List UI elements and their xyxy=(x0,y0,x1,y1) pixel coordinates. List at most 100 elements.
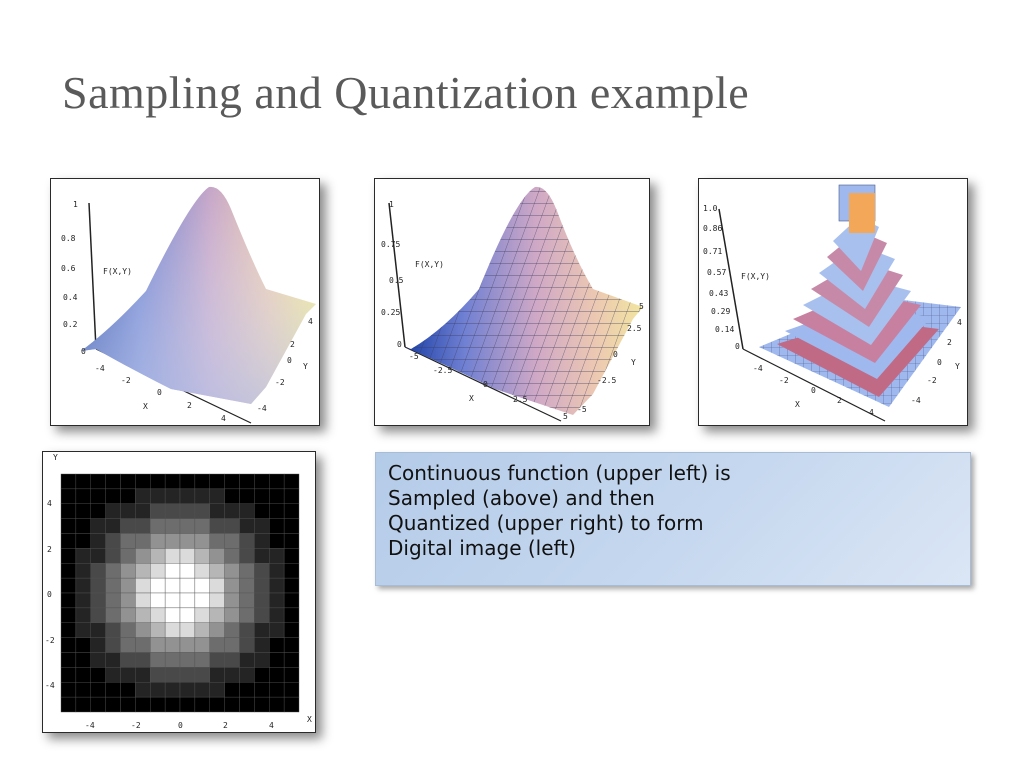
pixel xyxy=(120,503,136,519)
pixel xyxy=(283,637,300,653)
x-tick: -2.5 xyxy=(433,366,452,375)
pixel xyxy=(105,488,121,504)
y-axis-label: Y xyxy=(303,362,308,371)
pixel xyxy=(120,548,136,564)
pixel xyxy=(283,548,300,564)
y-tick: 4 xyxy=(308,317,313,326)
x-tick: 0 xyxy=(157,388,162,397)
pixel xyxy=(150,488,166,504)
pixel xyxy=(60,652,77,668)
pixel xyxy=(135,518,151,534)
pixel xyxy=(239,667,255,683)
pixel xyxy=(90,592,106,609)
pixel xyxy=(224,577,240,594)
pixel xyxy=(179,622,196,638)
pixel xyxy=(254,563,270,579)
y-axis-label: Y xyxy=(631,358,636,367)
x-tick: -5 xyxy=(409,352,419,361)
z-tick: 0 xyxy=(81,347,86,356)
pixel xyxy=(105,563,121,579)
pixel xyxy=(179,652,196,668)
pixel xyxy=(209,518,225,534)
pixel xyxy=(60,577,77,594)
pixel xyxy=(135,652,151,668)
pixel xyxy=(120,667,136,683)
pixel xyxy=(164,607,181,623)
pixel xyxy=(150,473,166,490)
pixel xyxy=(179,607,196,623)
quantized-surface-svg: 1.0 0.86 0.71 0.57 0.43 0.29 0.14 0 F(X,… xyxy=(703,184,962,422)
z-tick: 0.4 xyxy=(63,293,78,302)
pixel xyxy=(209,622,225,638)
pixel xyxy=(60,696,77,713)
pixel xyxy=(283,607,300,623)
pixel xyxy=(224,548,240,564)
pixel xyxy=(179,548,196,564)
pixel xyxy=(194,696,210,713)
pixel xyxy=(105,607,121,623)
pixel xyxy=(105,518,121,534)
pixel xyxy=(179,473,196,490)
pixel xyxy=(164,577,181,594)
y-tick: 2.5 xyxy=(627,324,642,333)
pixel xyxy=(209,667,225,683)
pixel xyxy=(105,548,121,564)
pixel xyxy=(135,682,151,698)
surface-shade xyxy=(81,186,316,404)
pixel xyxy=(194,563,210,579)
pixel xyxy=(60,473,77,490)
x-axis-label: X xyxy=(795,400,800,409)
pixel xyxy=(135,473,151,490)
slide-title: Sampling and Quantization example xyxy=(62,67,750,118)
pixel xyxy=(269,667,285,683)
x-axis-label: X xyxy=(307,715,312,724)
pixel xyxy=(239,488,255,504)
digital-image-svg: Y X 4 2 0 -2 -4 -4 -2 0 2 4 xyxy=(45,453,312,730)
pixel xyxy=(194,518,210,534)
y-tick: -2 xyxy=(45,636,55,645)
pixel xyxy=(254,577,270,594)
pixel xyxy=(239,592,255,609)
pixel xyxy=(239,563,255,579)
z-tick: 1 xyxy=(73,200,78,209)
z-axis-label: F(X,Y) xyxy=(415,260,444,269)
pixel xyxy=(105,592,121,609)
pixel xyxy=(179,503,196,519)
pixel xyxy=(194,503,210,519)
z-tick: 1 xyxy=(389,200,394,209)
pixel xyxy=(194,473,210,490)
pixel xyxy=(135,696,151,713)
y-tick: 2 xyxy=(47,545,52,554)
pixel xyxy=(209,682,225,698)
pixel xyxy=(120,563,136,579)
pixel xyxy=(269,563,285,579)
pixel xyxy=(194,682,210,698)
pixel xyxy=(164,622,181,638)
pixel xyxy=(283,667,300,683)
pixel xyxy=(254,682,270,698)
pixel xyxy=(164,488,181,504)
pixel xyxy=(75,518,91,534)
pixel xyxy=(239,682,255,698)
x-tick: 0 xyxy=(811,386,816,395)
pixel xyxy=(224,488,240,504)
pixel xyxy=(135,488,151,504)
z-tick: 0.29 xyxy=(711,307,730,316)
pixel xyxy=(150,652,166,668)
z-axis xyxy=(88,202,97,350)
z-axis-label: F(X,Y) xyxy=(103,267,132,276)
pixel xyxy=(120,473,136,490)
pixel xyxy=(135,622,151,638)
quantized-function-plot: 1.0 0.86 0.71 0.57 0.43 0.29 0.14 0 F(X,… xyxy=(698,178,968,426)
pixel xyxy=(283,533,300,549)
pixel xyxy=(105,682,121,698)
pixel xyxy=(164,518,181,534)
pixel xyxy=(135,548,151,564)
pixel xyxy=(105,503,121,519)
y-tick: 4 xyxy=(957,318,962,327)
pixel xyxy=(209,548,225,564)
pixel xyxy=(194,667,210,683)
z-tick: 0.75 xyxy=(381,240,400,249)
caption-box: Continuous function (upper left) is Samp… xyxy=(375,452,971,586)
pixel xyxy=(120,696,136,713)
